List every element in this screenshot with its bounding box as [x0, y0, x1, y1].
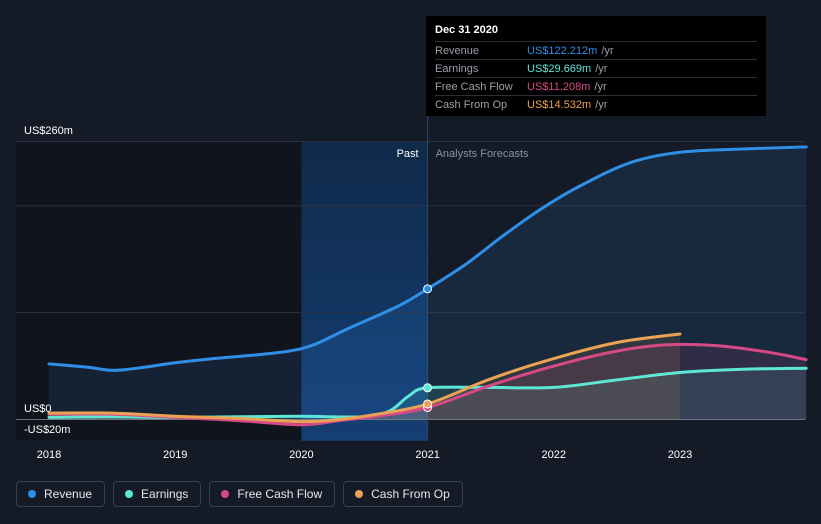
legend-label: Cash From Op — [371, 487, 450, 501]
tooltip-value: US$29.669m — [527, 62, 592, 75]
cash-from-op-line — [47, 332, 682, 424]
legend-item-cash-from-op[interactable]: Cash From Op — [343, 481, 463, 507]
tooltip-label: Earnings — [435, 62, 479, 75]
tooltip-unit: /yr — [594, 80, 607, 93]
tooltip-value: US$11.208m — [527, 80, 591, 93]
tooltip-value: US$122.212m — [527, 44, 598, 57]
tooltip-label: Free Cash Flow — [435, 80, 513, 93]
tooltip-unit: /yr — [601, 44, 614, 57]
x-tick-label: 2021 — [415, 449, 439, 461]
revenue-marker — [423, 284, 433, 294]
legend-label: Earnings — [141, 487, 189, 501]
tooltip-date: Dec 31 2020 — [435, 24, 498, 36]
y-axis-label: US$260m — [24, 125, 73, 137]
tooltip-value: US$14.532m — [527, 98, 592, 111]
y-axis-label: -US$20m — [24, 424, 70, 436]
x-tick-label: 2019 — [163, 449, 187, 461]
legend-dot-icon — [221, 490, 230, 498]
cash-from-op-area — [49, 334, 680, 422]
tooltip-label: Cash From Op — [435, 98, 508, 111]
forecast-label: Analysts Forecasts — [436, 148, 529, 160]
past-region-background — [16, 141, 302, 440]
tooltip-row-revenue: Revenue US$122.212m /yr — [435, 41, 757, 59]
hover-tooltip: Dec 31 2020 Revenue US$122.212m /yr Earn… — [426, 16, 766, 116]
x-tick-label: 2018 — [37, 449, 61, 461]
chart-legend: Revenue Earnings Free Cash Flow Cash Fro… — [16, 481, 463, 507]
tooltip-unit: /yr — [595, 98, 608, 111]
x-tick-label: 2023 — [668, 449, 692, 461]
y-axis-label: US$0 — [24, 403, 52, 415]
tooltip-row-earnings: Earnings US$29.669m /yr — [435, 59, 757, 77]
tooltip-label: Revenue — [435, 44, 480, 57]
legend-item-earnings[interactable]: Earnings — [113, 481, 202, 507]
cash-from-op-marker — [423, 399, 433, 409]
legend-dot-icon — [125, 490, 134, 498]
tooltip-row-cash-from-op: Cash From Op US$14.532m /yr — [435, 95, 757, 113]
legend-item-revenue[interactable]: Revenue — [16, 481, 106, 507]
legend-dot-icon — [355, 490, 364, 498]
legend-label: Revenue — [44, 487, 93, 501]
tooltip-unit: /yr — [595, 62, 608, 75]
legend-item-free-cash-flow[interactable]: Free Cash Flow — [209, 481, 336, 507]
free-cash-flow-area — [49, 344, 807, 425]
earnings-marker — [423, 383, 433, 393]
revenue-line — [47, 145, 808, 372]
x-tick-label: 2022 — [542, 449, 566, 461]
past-label: Past — [397, 148, 419, 160]
tooltip-row-free-cash-flow: Free Cash Flow US$11.208m /yr — [435, 77, 757, 95]
legend-label: Free Cash Flow — [237, 487, 323, 501]
past-highlight-region — [301, 141, 428, 441]
legend-dot-icon — [28, 490, 36, 498]
x-tick-label: 2020 — [289, 449, 313, 461]
